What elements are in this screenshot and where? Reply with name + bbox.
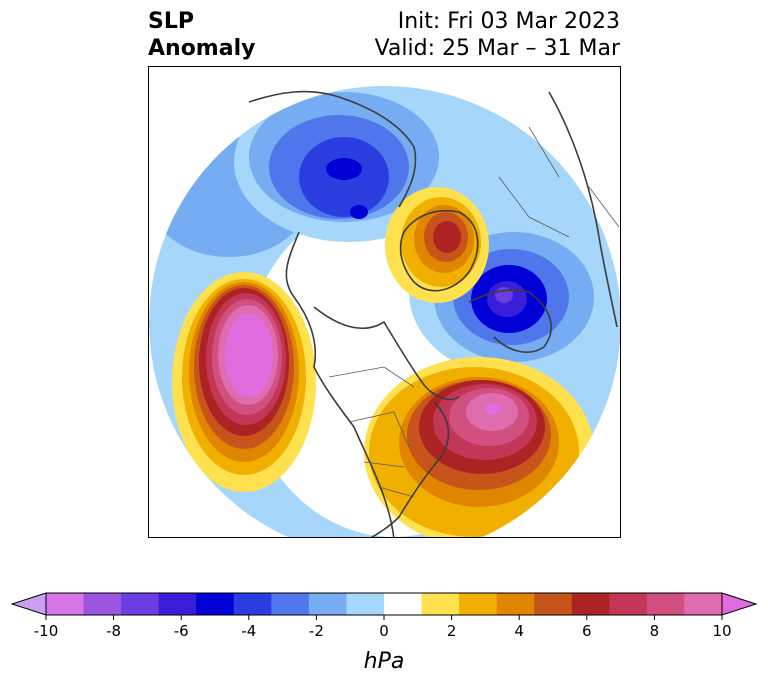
colorbar-bin (609, 593, 648, 615)
colorbar-tick-label: -10 (34, 622, 59, 640)
scandinavian-low (409, 207, 619, 377)
colorbar-tick-label: -6 (174, 622, 189, 640)
north-america-west-coast (285, 231, 395, 537)
map-canvas (149, 86, 620, 537)
init-date-label: Init: Fri 03 Mar 2023 (397, 9, 620, 34)
colorbar-bin (534, 593, 573, 615)
colorbar-bin (46, 593, 85, 615)
colorbar-ticks: -10 -8 -6 -4 -2 0 2 4 6 8 10 (34, 615, 732, 640)
colorbar-bin (571, 593, 610, 615)
colorbar-bin (233, 593, 272, 615)
us-canada-border (328, 366, 415, 388)
colorbar-bin (459, 593, 498, 615)
colorbar-bin (121, 593, 160, 615)
north-america-east-coast (370, 401, 450, 537)
colorbar-bin (83, 593, 122, 615)
colorbar-under-arrow (10, 592, 47, 616)
colorbar-tick-label: 6 (582, 622, 592, 640)
colorbar-bin (684, 593, 723, 615)
north-atlantic-high (364, 357, 594, 537)
map-title: SLP Anomaly (148, 8, 255, 62)
colorbar-tick-label: 2 (447, 622, 457, 640)
coastlines (248, 90, 618, 537)
colorbar-tick-label: 4 (514, 622, 524, 640)
eurasia-borders (498, 126, 620, 238)
colorbar-bin (308, 593, 347, 615)
colorbar-canvas: -10 -8 -6 -4 -2 0 2 4 6 8 10 hPa (10, 592, 758, 674)
colorbar-bin (646, 593, 685, 615)
arctic-high (385, 187, 489, 303)
siberia-coast (248, 90, 417, 208)
colorbar-unit-label: hPa (364, 649, 405, 674)
north-pacific-high (172, 272, 316, 492)
colorbar-tick-label: -8 (106, 622, 121, 640)
forecast-dates: Init: Fri 03 Mar 2023 Valid: 25 Mar – 31… (375, 8, 620, 62)
colorbar-tick-label: -2 (309, 622, 324, 640)
colorbar-bin (421, 593, 460, 615)
colorbar-tick-label: 0 (379, 622, 389, 640)
colorbar-bin (158, 593, 197, 615)
colorbar-bin (271, 593, 310, 615)
us-state-borders (348, 411, 415, 498)
slp-anomaly-map (148, 66, 621, 538)
colorbar-bin (346, 593, 385, 615)
colorbar-bin (496, 593, 535, 615)
hudson-bay-coast (313, 306, 460, 401)
colorbar-tick-label: 10 (712, 622, 731, 640)
colorbar-bin (196, 593, 235, 615)
colorbar-bin (384, 593, 423, 615)
colorbar-tick-label: -4 (241, 622, 256, 640)
siberian-low (234, 86, 464, 242)
greenland-coast (399, 209, 479, 292)
title-line-2: Anomaly (148, 36, 256, 61)
europe-coast (468, 289, 553, 353)
valid-date-label: Valid: 25 Mar – 31 Mar (374, 36, 620, 61)
political-borders (328, 126, 620, 498)
asia-east-coast (548, 91, 618, 328)
colorbar-bins (46, 593, 723, 615)
colorbar: -10 -8 -6 -4 -2 0 2 4 6 8 10 hPa (0, 580, 768, 684)
colorbar-tick-label: 8 (650, 622, 660, 640)
title-line-1: SLP (148, 9, 194, 34)
colorbar-over-arrow (721, 592, 758, 616)
